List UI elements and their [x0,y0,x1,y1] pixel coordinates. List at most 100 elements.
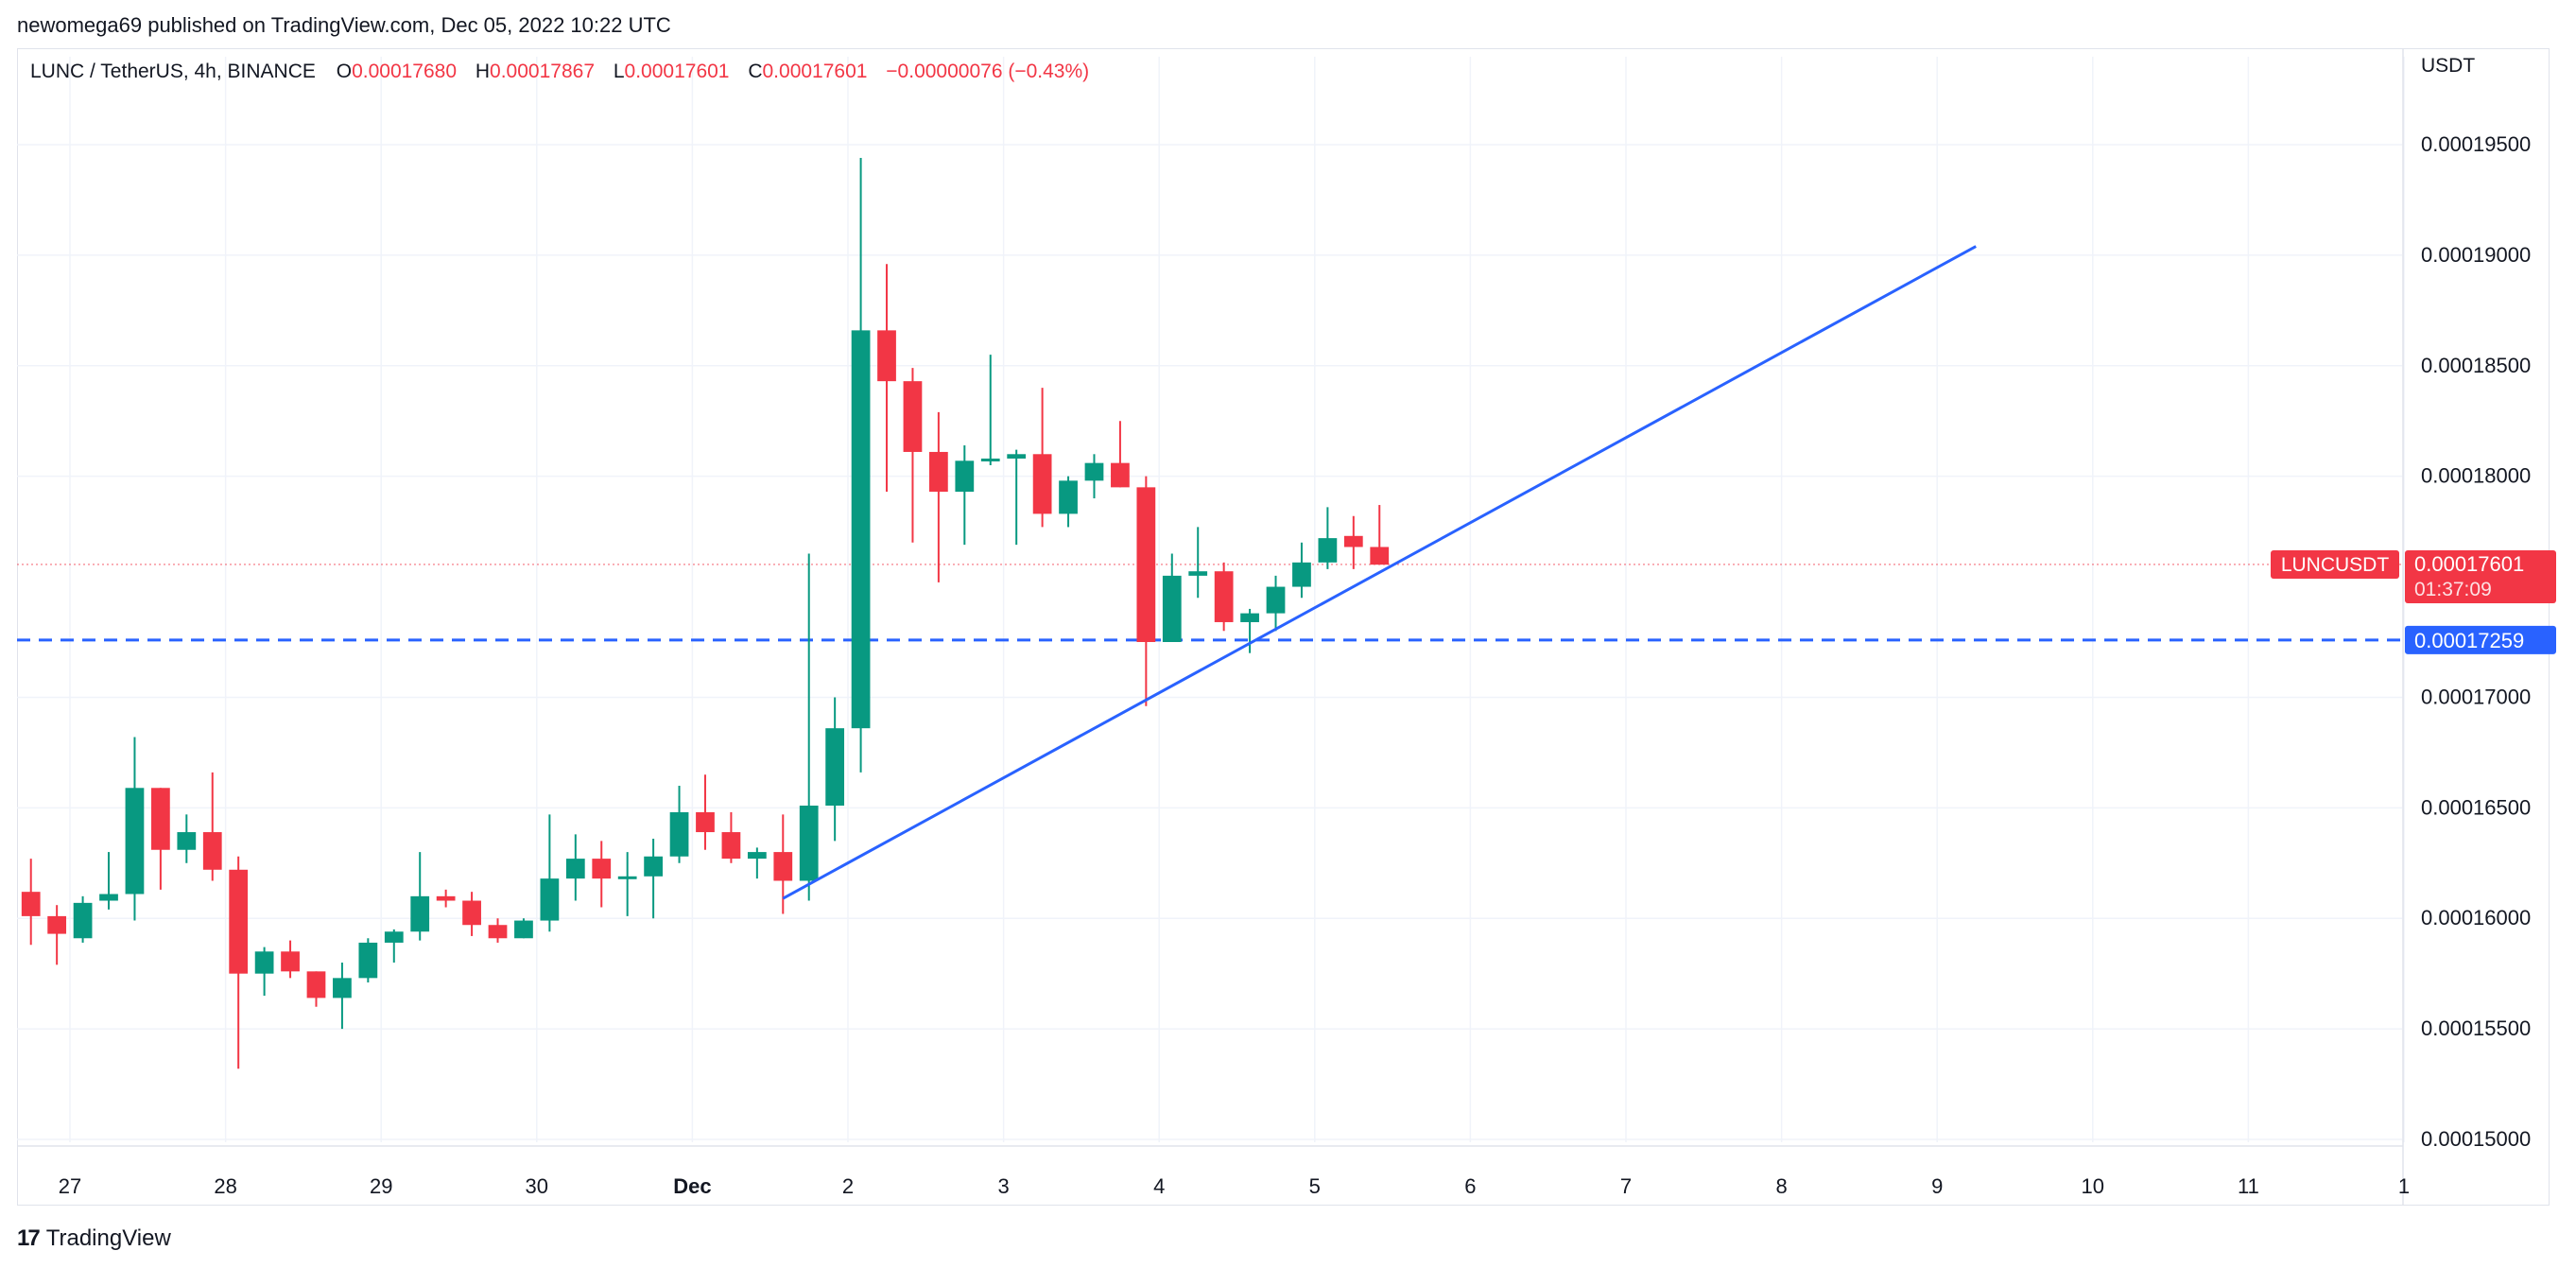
candle-body [254,951,274,974]
time-axis-tick-label: 6 [1464,1174,1476,1198]
candle [410,852,430,941]
candle [980,355,1000,465]
publish-attribution: newomega69 published on TradingView.com,… [17,13,671,37]
legend-high-key: H [475,61,491,82]
candle-body [929,451,948,493]
candle-body [592,859,612,879]
candle [1188,527,1208,599]
candle-body [1136,487,1156,642]
price-axis-tick-label: 0.00018500 [2421,354,2531,377]
candle [177,814,197,863]
candle [851,158,871,773]
legend-open-key: O [336,61,353,82]
candle-body [281,951,300,972]
candle [565,834,585,901]
candle [1318,507,1338,569]
time-axis-tick-label: 10 [2082,1174,2104,1198]
legend-high-value: 0.00017867 [490,61,595,82]
candle [1370,505,1390,565]
tradingview-logo[interactable]: 17 TradingView [17,1225,171,1252]
candle [1343,515,1363,569]
candle-body [333,978,352,999]
candle [540,814,560,932]
current-price-tag: 0.00017601 01:37:09 [2405,549,2556,603]
candle-body [1266,586,1286,614]
candle [462,892,481,936]
candle [488,918,508,943]
candle-body [1059,480,1078,514]
time-axis-tick-label: 28 [214,1174,236,1198]
trend-line-layer [782,245,1977,900]
candle-body [462,900,481,926]
legend-open-value: 0.00017680 [352,61,458,82]
candle [1214,562,1234,632]
candle-body [617,876,637,879]
candle [1240,608,1259,653]
candle [799,553,819,901]
candle-body [21,892,41,916]
ohlc-legend: LUNC / TetherUS, 4h, BINANCE O0.00017680… [30,61,1089,83]
candle [21,859,41,946]
candle [1032,388,1052,528]
candle-body [177,832,197,850]
candle-body [669,812,689,857]
price-axis-tick-label: 0.00015000 [2421,1127,2531,1151]
time-axis-tick-label: 11 [2238,1174,2259,1198]
tradingview-brand: TradingView [45,1225,171,1251]
symbol-tag-label: LUNCUSDT [2281,554,2390,576]
candle-body [99,894,118,901]
price-axis-tick-label: 0.00016500 [2421,795,2531,819]
candle-body [980,458,1000,461]
candle [1111,421,1130,488]
price-axis-unit[interactable]: USDT [2421,55,2476,77]
candle-body [1162,575,1182,642]
price-tags: LUNCUSDT 0.00017601 01:37:09 0.00017259 [2271,549,2556,654]
candle-body [514,920,533,939]
candle [617,852,637,916]
candle-body [1240,613,1259,622]
legend-symbol[interactable]: LUNC / TetherUS, 4h, BINANCE [30,61,316,82]
price-axis: 0.00019500 0.00019000 0.00018500 0.00018000… [2402,48,2531,1206]
candle [1292,542,1311,599]
price-axis-tick-label: 0.00015500 [2421,1016,2531,1040]
time-axis-tick-label: 4 [1153,1174,1165,1198]
legend-low-value: 0.00017601 [624,61,730,82]
candle [1162,553,1182,642]
candle [333,962,352,1030]
candle-body [1292,562,1311,587]
legend-close-value: 0.00017601 [762,61,868,82]
symbol-tag-bg [2271,549,2399,579]
time-axis-tick-label: 30 [526,1174,548,1198]
price-axis-tick-label: 0.00018000 [2421,464,2531,488]
candle-body [696,812,715,833]
candle [721,812,741,863]
candle [696,774,715,850]
candle [903,368,923,543]
time-axis-tick-label: Dec [673,1174,711,1198]
candle-body [644,856,663,877]
candle [747,847,767,879]
candle-body [877,330,896,382]
candle-body [903,381,923,452]
candle [644,839,663,919]
hline-tag-value: 0.00017259 [2414,629,2524,652]
legend-low-key: L [613,61,625,82]
chart-grid [17,57,2405,1142]
candle [877,264,896,493]
candle [202,772,222,881]
time-axis-tick-label: 27 [59,1174,81,1198]
candlestick-series [21,158,1390,1069]
candle-body [125,788,145,895]
candle-body [410,895,430,932]
candle-body [1084,462,1104,481]
candle [384,929,404,963]
candle [1059,476,1078,528]
candle [306,971,326,1007]
candle [825,697,845,842]
price-axis-tick-label: 0.00019000 [2421,243,2531,267]
candle-body [1214,571,1234,622]
price-axis-tick-label: 0.00016000 [2421,906,2531,929]
candle-body [1370,547,1390,565]
candle-body [721,832,741,860]
